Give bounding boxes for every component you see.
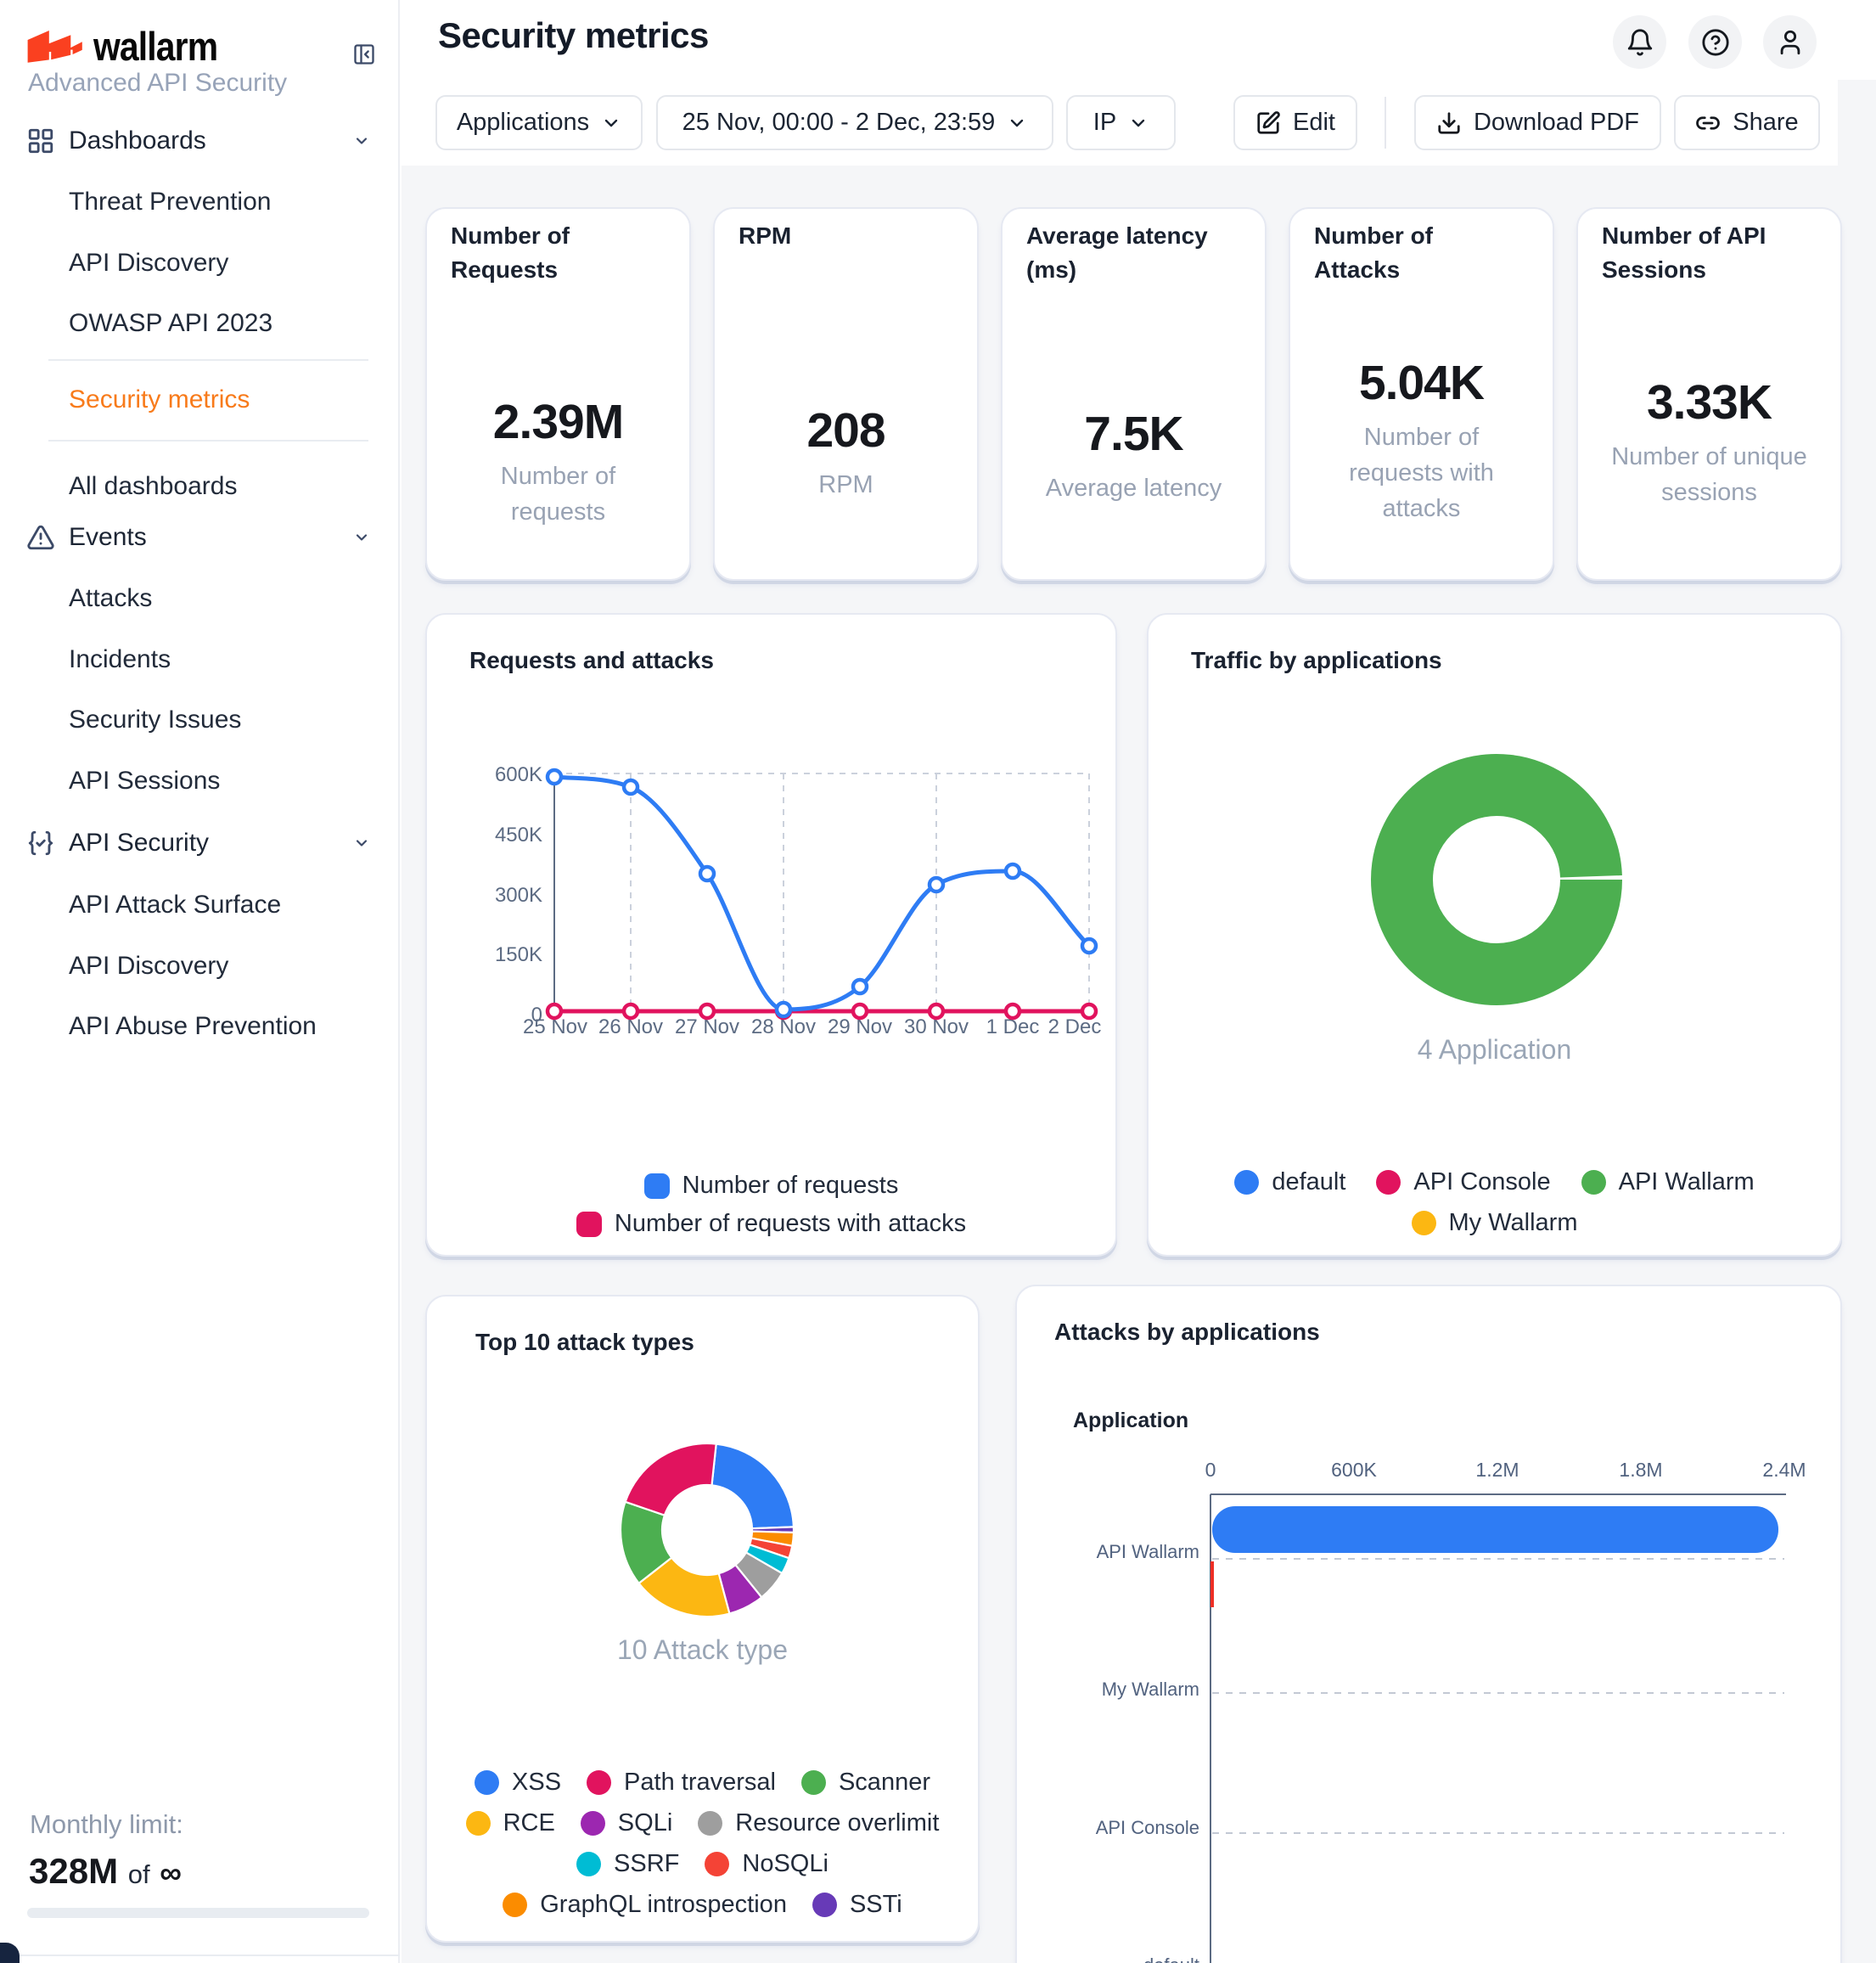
svg-text:300K: 300K [495,884,542,907]
svg-text:2.4M: 2.4M [1762,1459,1806,1481]
svg-text:0: 0 [531,1004,542,1026]
svg-text:API Wallarm: API Wallarm [1097,1541,1199,1562]
svg-text:1.8M: 1.8M [1619,1459,1662,1481]
svg-text:600K: 600K [1331,1459,1377,1481]
svg-text:150K: 150K [495,943,542,966]
svg-text:My Wallarm: My Wallarm [1102,1679,1199,1700]
svg-text:0: 0 [1205,1459,1216,1481]
svg-text:1.2M: 1.2M [1475,1459,1519,1481]
svg-text:default: default [1143,1955,1199,1963]
svg-text:2 Dec: 2 Dec [1048,1015,1102,1038]
svg-text:API Console: API Console [1096,1817,1199,1838]
svg-text:450K: 450K [495,824,542,847]
svg-text:600K: 600K [495,763,542,786]
